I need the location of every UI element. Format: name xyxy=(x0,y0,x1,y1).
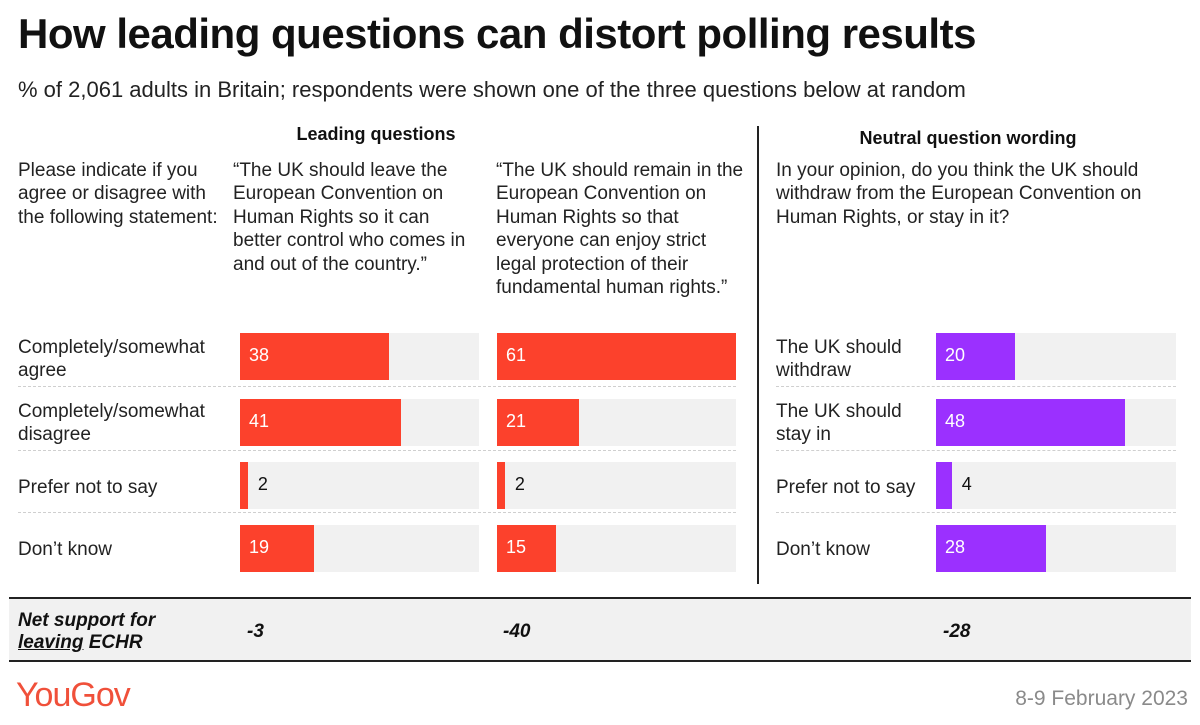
bar-3-4 xyxy=(936,525,1047,572)
intro-question-text: Please indicate if you agree or disagree… xyxy=(18,160,218,228)
bar-track: 41 xyxy=(240,399,479,446)
row-separator xyxy=(776,512,1176,513)
row-label-prefer-not: Prefer not to say xyxy=(18,477,158,498)
net-label-rest: ECHR xyxy=(83,632,143,653)
bar-value-label: 2 xyxy=(514,474,525,494)
question-text-leave: “The UK should leave the European Conven… xyxy=(233,160,466,275)
bar-track: 21 xyxy=(497,399,736,446)
bar-value-label: 2 xyxy=(257,474,268,494)
bar-track: 19 xyxy=(240,525,479,572)
bar-1-3 xyxy=(240,462,248,509)
bar-track: 20 xyxy=(936,333,1176,380)
row-label-disagree: Completely/somewhat disagree xyxy=(18,401,205,445)
row-separator xyxy=(776,450,1176,451)
bar-track: 61 xyxy=(497,333,736,380)
bar-1-2 xyxy=(240,399,401,446)
bar-value-label: 20 xyxy=(945,345,966,365)
chart-subtitle: % of 2,061 adults in Britain; respondent… xyxy=(18,77,966,102)
question-text-remain: “The UK should remain in the European Co… xyxy=(496,160,744,299)
row-separator xyxy=(18,450,736,451)
bar-2-1 xyxy=(497,333,736,380)
bar-3-3 xyxy=(936,462,952,509)
row-separator xyxy=(776,386,1176,387)
bar-2-3 xyxy=(497,462,505,509)
net-label-underlined: leaving xyxy=(18,632,84,653)
group-heading-neutral: Neutral question wording xyxy=(859,128,1077,148)
row-label-dont-know: Don’t know xyxy=(18,539,112,560)
bar-track: 38 xyxy=(240,333,479,380)
bar-2-4 xyxy=(497,525,556,572)
row-separator xyxy=(18,386,736,387)
question-text-neutral: In your opinion, do you think the UK sho… xyxy=(776,160,1142,228)
bar-track: 2 xyxy=(240,462,479,509)
bar-value-label: 15 xyxy=(506,537,527,557)
net-support-label: Net support for leaving ECHR xyxy=(18,610,155,654)
bar-value-label: 19 xyxy=(249,537,270,557)
row-label-neutral-prefer-not: Prefer not to say xyxy=(776,477,916,498)
row-label-neutral-dont-know: Don’t know xyxy=(776,539,870,560)
net-support-box xyxy=(9,597,1191,662)
bar-1-1 xyxy=(240,333,389,380)
net-label-line1: Net support for xyxy=(18,610,156,631)
bar-track: 48 xyxy=(936,399,1176,446)
bar-value-label: 61 xyxy=(506,345,527,365)
bar-track: 2 xyxy=(497,462,736,509)
bar-track: 28 xyxy=(936,525,1176,572)
group-heading-leading: Leading questions xyxy=(296,124,456,144)
row-label-withdraw: The UK should withdraw xyxy=(776,337,902,381)
bar-track: 4 xyxy=(936,462,1176,509)
row-label-agree: Completely/somewhat agree xyxy=(18,337,205,381)
row-separator xyxy=(18,512,736,513)
bar-value-label: 48 xyxy=(945,411,966,431)
row-label-stay-in: The UK should stay in xyxy=(776,401,902,445)
bar-track: 15 xyxy=(497,525,736,572)
bar-1-4 xyxy=(240,525,315,572)
bar-value-label: 4 xyxy=(961,474,972,494)
yougov-logo: YouGov xyxy=(16,676,131,714)
group-divider xyxy=(757,126,759,584)
bar-2-2 xyxy=(497,399,580,446)
bar-value-label: 28 xyxy=(945,537,966,557)
fieldwork-date: 8-9 February 2023 xyxy=(1015,687,1188,710)
net-value-leave: -3 xyxy=(247,621,264,642)
bar-3-1 xyxy=(936,333,1015,380)
bar-value-label: 21 xyxy=(506,411,527,431)
chart-title: How leading questions can distort pollin… xyxy=(18,10,976,57)
bar-value-label: 38 xyxy=(249,345,270,365)
net-value-remain: -40 xyxy=(503,621,531,642)
net-value-neutral: -28 xyxy=(943,621,971,642)
bar-value-label: 41 xyxy=(249,411,270,431)
bar-3-2 xyxy=(936,399,1125,446)
